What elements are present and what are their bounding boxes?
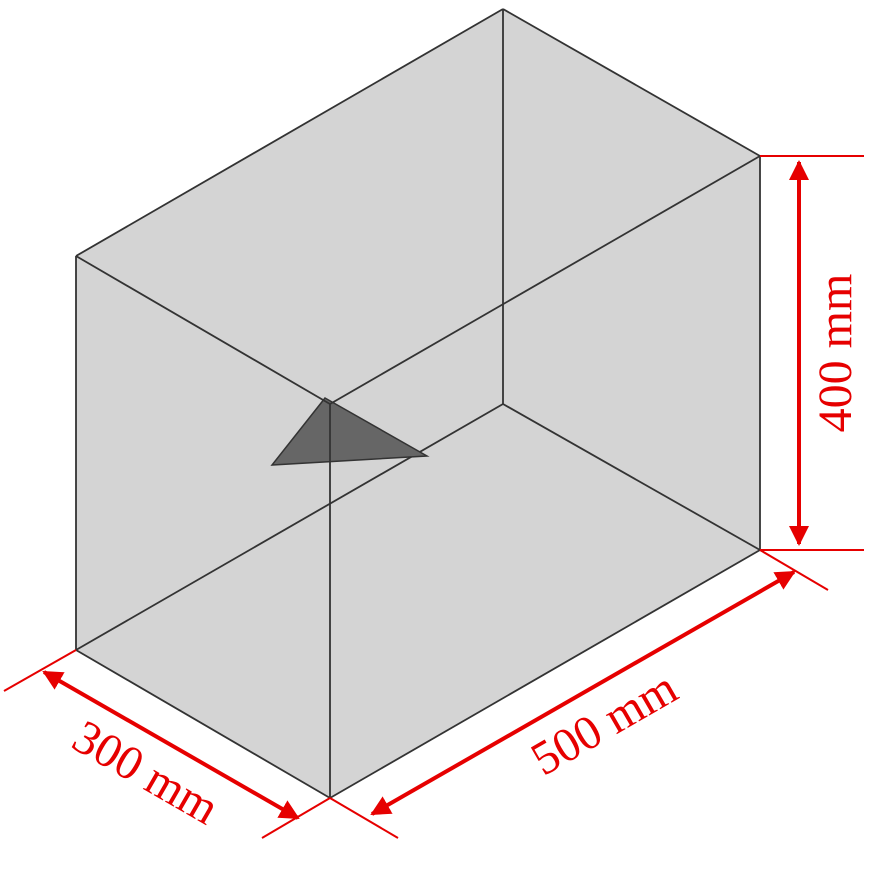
width-arrow xyxy=(42,670,300,820)
width-extension-left xyxy=(3,649,77,692)
length-arrow xyxy=(370,570,796,816)
length-extension-left xyxy=(329,797,399,839)
length-extension-right xyxy=(759,549,829,591)
triangle-object xyxy=(270,397,430,466)
height-label: 400 mm xyxy=(809,274,862,433)
height-dimension: 400 mm xyxy=(760,155,864,551)
box-back-edges xyxy=(75,9,761,651)
